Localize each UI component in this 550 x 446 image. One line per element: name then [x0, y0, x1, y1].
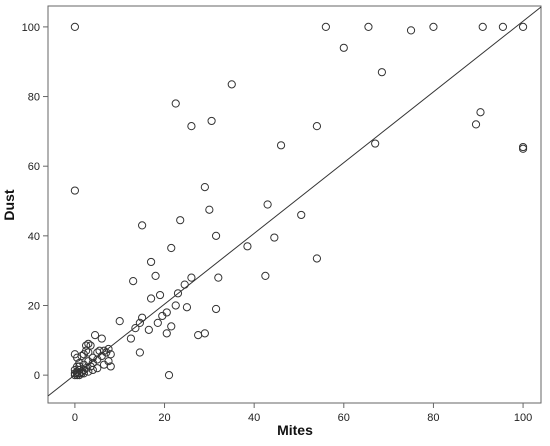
- data-point: [90, 330, 100, 340]
- x-axis-title: Mites: [277, 422, 313, 438]
- data-point: [81, 341, 91, 350]
- data-point: [312, 122, 322, 131]
- data-point: [263, 200, 272, 209]
- y-tick-label: 80: [28, 92, 40, 104]
- data-point: [518, 142, 528, 152]
- y-tick-label: 100: [22, 22, 40, 34]
- data-point: [211, 304, 221, 314]
- data-point: [182, 303, 192, 312]
- data-point: [144, 325, 153, 334]
- data-point: [99, 360, 109, 369]
- x-tick-label: 40: [248, 412, 260, 424]
- data-point: [207, 116, 216, 126]
- data-point: [227, 80, 236, 89]
- data-point: [187, 273, 196, 282]
- data-point: [478, 22, 487, 31]
- x-axis: 0 20 40 60 80 100: [72, 403, 532, 424]
- data-point: [99, 346, 109, 355]
- data-point: [173, 289, 183, 298]
- data-point: [211, 231, 221, 240]
- data-point: [171, 99, 180, 108]
- data-points: [70, 22, 528, 380]
- data-point: [276, 141, 286, 150]
- data-point: [270, 233, 279, 242]
- data-point: [84, 339, 93, 348]
- data-point: [200, 329, 209, 338]
- data-point: [115, 317, 124, 326]
- y-axis: 0 20 40 60 80 100: [22, 22, 48, 382]
- data-point: [194, 330, 203, 340]
- data-point: [261, 271, 270, 280]
- data-point: [131, 324, 140, 333]
- data-point: [214, 273, 223, 282]
- data-point: [364, 22, 373, 31]
- data-point: [126, 334, 136, 343]
- data-point: [164, 371, 174, 380]
- data-point: [518, 22, 528, 31]
- data-point: [138, 313, 147, 322]
- x-tick-label: 100: [514, 412, 532, 424]
- data-point: [176, 216, 185, 225]
- data-point: [167, 322, 176, 331]
- data-point: [73, 353, 82, 362]
- data-point: [171, 301, 180, 310]
- data-point: [70, 186, 79, 195]
- data-point: [518, 144, 528, 153]
- y-tick-label: 40: [28, 231, 40, 243]
- y-tick-label: 0: [34, 370, 40, 382]
- data-point: [371, 139, 380, 148]
- data-point: [93, 364, 102, 373]
- data-point: [151, 271, 160, 280]
- data-point: [146, 257, 156, 267]
- fit-line: [47, 6, 542, 397]
- data-point: [158, 311, 167, 321]
- x-tick-label: 20: [158, 412, 170, 424]
- y-axis-title: Dust: [1, 189, 17, 220]
- x-tick-label: 60: [338, 412, 350, 424]
- data-point: [79, 369, 88, 378]
- data-point: [135, 318, 144, 328]
- x-tick-label: 0: [72, 412, 78, 424]
- data-point: [476, 108, 485, 117]
- data-point: [498, 22, 508, 31]
- data-point: [135, 348, 144, 357]
- data-point: [79, 350, 88, 359]
- data-point: [429, 22, 438, 31]
- data-point: [162, 329, 171, 338]
- y-tick-label: 20: [28, 300, 40, 312]
- data-point: [180, 280, 189, 289]
- data-point: [129, 277, 138, 286]
- data-point: [104, 344, 113, 354]
- data-point: [200, 182, 209, 192]
- data-point: [321, 22, 330, 31]
- data-point: [146, 294, 156, 303]
- data-point: [297, 210, 306, 220]
- data-point: [205, 205, 214, 214]
- data-point: [339, 43, 348, 52]
- data-point: [138, 221, 147, 230]
- data-point: [88, 353, 97, 362]
- data-point: [377, 68, 386, 77]
- data-point: [153, 318, 162, 328]
- data-point: [312, 254, 322, 263]
- x-tick-label: 80: [427, 412, 439, 424]
- plot-frame: [47, 5, 542, 404]
- data-point: [471, 120, 481, 129]
- data-point: [167, 243, 176, 253]
- data-point: [86, 362, 95, 371]
- data-point: [155, 290, 165, 300]
- data-point: [243, 242, 252, 251]
- data-point: [406, 26, 416, 35]
- data-point: [187, 122, 196, 131]
- data-point: [97, 334, 106, 343]
- data-point: [70, 22, 79, 31]
- y-tick-label: 60: [28, 161, 40, 173]
